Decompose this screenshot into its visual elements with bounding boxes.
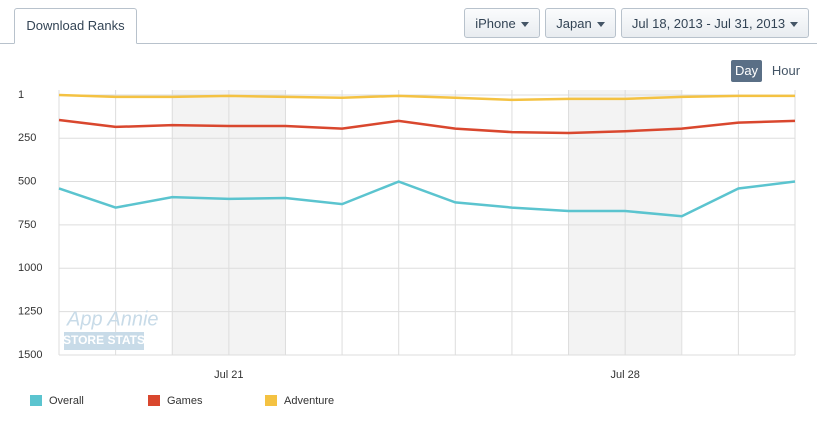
watermark: App Annie: [66, 308, 159, 330]
watermark-box: [64, 332, 144, 350]
legend-swatch: [148, 395, 160, 406]
series-line: [58, 93, 795, 102]
y-tick-label: 500: [18, 175, 36, 187]
date-dropdown[interactable]: Jul 18, 2013 - Jul 31, 2013: [621, 8, 809, 38]
watermark: STORE STATS: [63, 333, 145, 347]
tab-bar-line: [0, 43, 817, 44]
date-label: Jul 18, 2013 - Jul 31, 2013: [631, 16, 786, 31]
y-tick-label: 1: [18, 89, 24, 101]
y-tick-label: 250: [18, 132, 36, 144]
y-tick-label: 1500: [18, 349, 42, 361]
legend-label: Games: [167, 395, 203, 407]
series-line: [58, 180, 796, 218]
legend-swatch: [265, 395, 277, 406]
y-tick-label: 750: [18, 219, 36, 231]
country-dropdown[interactable]: Japan: [545, 8, 616, 38]
tab[interactable]: Download Ranks: [14, 8, 137, 44]
weekend-band: [568, 90, 681, 355]
legend-label: Overall: [49, 395, 84, 407]
y-tick-label: 1000: [18, 262, 42, 274]
hour-button[interactable]: Hour: [771, 63, 801, 78]
x-tick-label: Jul 21: [214, 369, 243, 381]
device-dropdown[interactable]: iPhone: [464, 8, 540, 38]
x-tick-label: Jul 28: [610, 369, 639, 381]
country-label: Japan: [556, 16, 592, 31]
day-button[interactable]: Day: [731, 60, 762, 82]
y-tick-label: 1250: [18, 306, 42, 318]
legend-label: Adventure: [284, 395, 334, 407]
legend-swatch: [30, 395, 42, 406]
device-label: iPhone: [475, 16, 516, 31]
series-line: [58, 118, 796, 135]
